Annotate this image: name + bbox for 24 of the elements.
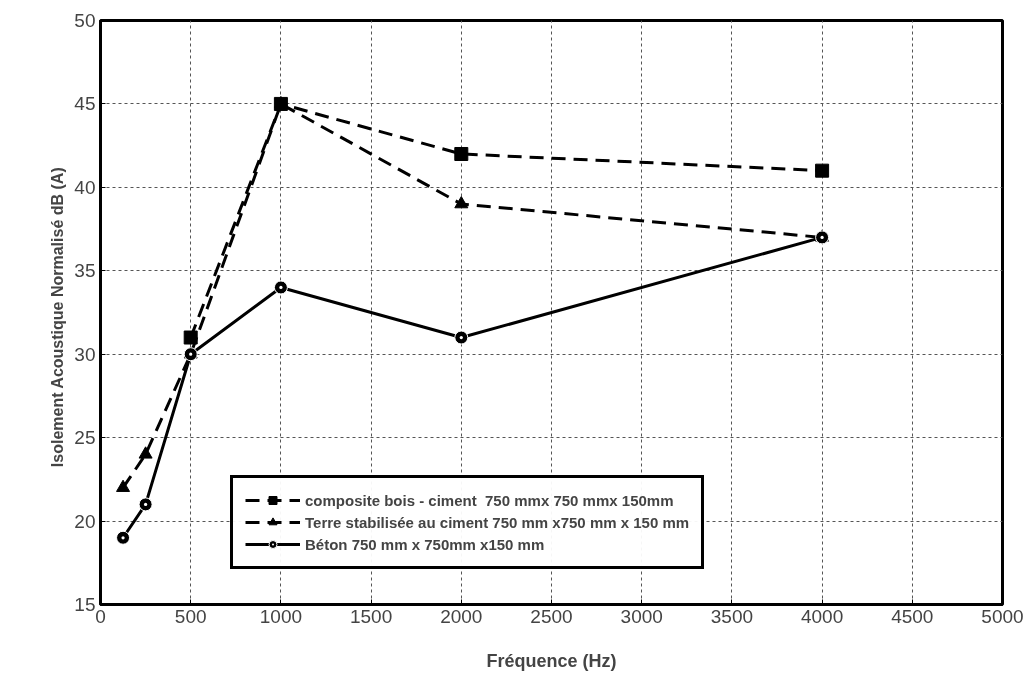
x-tick-label: 500 bbox=[174, 605, 207, 627]
x-tick-label: 1000 bbox=[259, 605, 303, 627]
x-tick-label: 5000 bbox=[981, 605, 1024, 627]
legend-label: composite bois - ciment 750 mmx 750 mmx 150mm bbox=[305, 491, 674, 509]
x-tick-label: 0 bbox=[95, 605, 106, 627]
y-tick-label: 15 bbox=[74, 594, 96, 615]
legend-label: Béton 750 mm x 750mm x150 mm bbox=[305, 535, 545, 553]
x-tick-label: 4500 bbox=[891, 605, 934, 627]
x-tick-label: 1500 bbox=[349, 605, 393, 627]
y-tick-label: 40 bbox=[74, 176, 96, 198]
y-tick-label: 20 bbox=[74, 510, 96, 532]
x-tick-label: 3500 bbox=[710, 605, 754, 627]
legend-label: Terre stabilisée au ciment 750 mm x750 mm x 150 mm bbox=[305, 513, 690, 531]
x-axis-title: Fréquence (Hz) bbox=[486, 650, 617, 671]
y-axis-title: Isolement Acoustique Normalisé dB (A) bbox=[49, 167, 67, 468]
y-tick-label: 35 bbox=[74, 260, 96, 282]
x-tick-label: 2500 bbox=[530, 605, 573, 627]
x-tick-label: 2000 bbox=[440, 605, 483, 627]
x-tick-label: 3000 bbox=[620, 605, 663, 627]
y-tick-label: 30 bbox=[74, 343, 96, 365]
y-tick-label: 45 bbox=[74, 93, 96, 115]
y-tick-label: 25 bbox=[74, 427, 96, 449]
x-tick-label: 4000 bbox=[800, 605, 844, 627]
y-tick-label: 50 bbox=[74, 10, 96, 31]
